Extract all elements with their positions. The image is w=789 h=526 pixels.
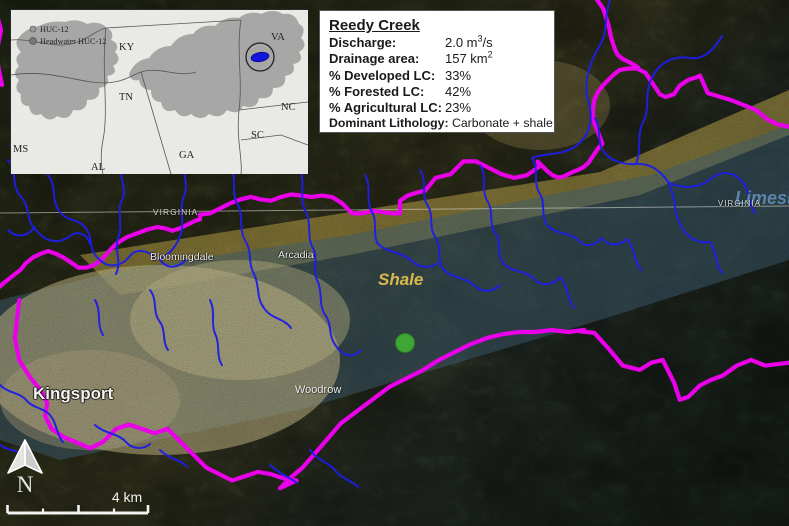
svg-text:MS: MS [13, 144, 28, 155]
svg-text:SC: SC [251, 130, 264, 141]
svg-text:Headwater HUC-12: Headwater HUC-12 [40, 37, 107, 46]
svg-text:HUC-12: HUC-12 [40, 25, 69, 34]
svg-text:TN: TN [119, 92, 133, 103]
svg-text:VA: VA [271, 32, 285, 43]
svg-text:KY: KY [119, 42, 135, 53]
svg-text:GA: GA [179, 150, 195, 161]
svg-text:AL: AL [91, 162, 105, 173]
svg-text:NC: NC [281, 102, 296, 113]
